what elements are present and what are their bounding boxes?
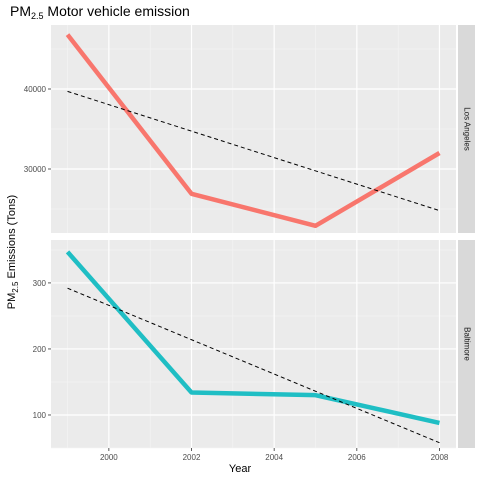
y-tick-label: 100	[33, 411, 47, 420]
y-tick-label: 200	[33, 345, 47, 354]
y-tick-label: 30000	[24, 165, 47, 174]
y-tick-label: 40000	[24, 85, 47, 94]
facet-strip-label: Los Angeles	[462, 107, 471, 151]
x-axis-title: Year	[229, 463, 252, 475]
y-axis-title: PM2.5 Emissions (Tons)	[6, 195, 20, 309]
panel-0: 30000 40000 Los Angeles	[24, 25, 475, 233]
x-tick-label: 2008	[431, 453, 449, 462]
y-tick-label: 300	[33, 279, 47, 288]
x-tick-label: 2006	[348, 453, 366, 462]
trend-line	[67, 90, 440, 212]
x-axis: 2000 2002 2004 2006 2008	[100, 448, 449, 462]
x-tick-label: 2002	[183, 453, 201, 462]
series-line	[65, 250, 440, 426]
facet-panels: 30000 40000 Los Angeles 100 200 300 Baltimore	[24, 25, 475, 449]
facet-strip	[458, 25, 475, 233]
facet-strip-label: Baltimore	[462, 327, 471, 361]
chart-title: PM2.5 Motor vehicle emission	[10, 3, 190, 21]
facet-strip	[458, 240, 475, 448]
panel-1: 100 200 300 Baltimore	[33, 240, 475, 449]
panel-background	[51, 240, 456, 448]
series-line	[65, 33, 441, 229]
x-tick-label: 2004	[265, 453, 283, 462]
x-tick-label: 2000	[100, 453, 118, 462]
